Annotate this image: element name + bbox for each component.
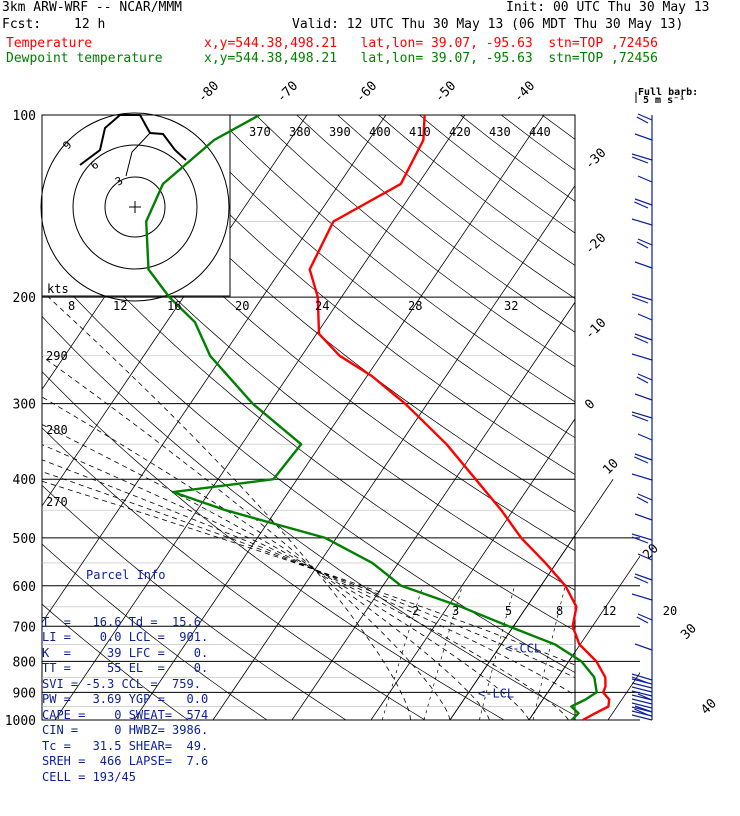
- parcel-info-row: PW = 3.69 YGP = 0.0: [42, 692, 232, 708]
- dry-adiabat: [338, 115, 740, 720]
- isotherm-label: 10: [600, 456, 622, 478]
- parcel-info-row: TT = 55 EL = 0.: [42, 661, 232, 677]
- isotherm-label: 30: [678, 621, 700, 643]
- wind-barb: [632, 412, 652, 418]
- parcel-info-row: CIN = 0 HWBZ= 3986.: [42, 723, 232, 739]
- isotherm-label: 0: [582, 397, 598, 413]
- hodograph-speed-label: 32: [504, 299, 518, 313]
- theta-label: 380: [289, 125, 311, 139]
- mixing-ratio-label: 2: [412, 604, 419, 618]
- wind-barb: [635, 262, 652, 268]
- wind-barb: [635, 644, 652, 650]
- isotherm-label: -40: [511, 79, 538, 106]
- isotherm-label: -20: [582, 231, 609, 258]
- mixing-ratio-label: 12: [602, 604, 616, 618]
- dry-adiabat: [256, 115, 740, 720]
- mixing-ratio-label: 5: [505, 604, 512, 618]
- pressure-label: 700: [13, 620, 36, 635]
- lower-isotherm-line: [687, 479, 740, 720]
- wind-barb: [635, 574, 652, 580]
- lower-isotherm-line: [450, 479, 613, 720]
- parcel-info-row: CELL = 193/45: [42, 770, 232, 786]
- theta-label: 370: [249, 125, 271, 139]
- hodograph-speed-label: 24: [315, 299, 329, 313]
- theta-label: 440: [529, 125, 551, 139]
- pressure-label: 400: [13, 473, 36, 488]
- pressure-label: 500: [13, 532, 36, 547]
- wind-barb: [638, 434, 652, 440]
- skewt-page: 3km ARW-WRF -- NCAR/MMM Init: 00 UTC Thu…: [0, 0, 740, 740]
- pressure-label: 200: [13, 291, 36, 306]
- isotherm-label: -10: [582, 316, 609, 343]
- parcel-info-row: SREH = 466 LAPSE= 7.6: [42, 754, 232, 770]
- pressure-label: 300: [13, 398, 36, 413]
- theta-label: 400: [369, 125, 391, 139]
- parcel-info-row: Tc = 31.5 SHEAR= 49.: [42, 739, 232, 755]
- pressure-label: 600: [13, 580, 36, 595]
- theta-label: 420: [449, 125, 471, 139]
- wind-barb: [635, 134, 652, 140]
- isotherm-line: [608, 115, 740, 720]
- dry-adiabat: [501, 115, 740, 720]
- barb-key-value: 5 m s⁻¹: [643, 95, 685, 106]
- wind-barb: [632, 354, 652, 360]
- theta-label: 430: [489, 125, 511, 139]
- theta-label: 280: [46, 423, 68, 437]
- hodograph-kts-label: kts: [47, 282, 69, 296]
- wind-barb: [632, 474, 652, 480]
- parcel-info-row: LI = 0.0 LCL = 901.: [42, 630, 232, 646]
- theta-label: 390: [329, 125, 351, 139]
- hodograph-speed-label: 16: [167, 299, 181, 313]
- theta-label: 270: [46, 495, 68, 509]
- pressure-label: 1000: [5, 714, 36, 729]
- parcel-info-title: Parcel Info: [86, 568, 232, 584]
- isotherm-label: -80: [195, 79, 222, 106]
- isotherm-label: -30: [582, 146, 609, 173]
- wind-barb: [632, 154, 652, 160]
- mixing-ratio-label: 3: [452, 604, 459, 618]
- theta-label: 290: [46, 349, 68, 363]
- ccl-annotation: <-CCL: [505, 642, 541, 656]
- hodograph-speed-label: 28: [408, 299, 422, 313]
- theta-label: 410: [409, 125, 431, 139]
- isotherm-line: [529, 115, 740, 720]
- parcel-info-row: CAPE = 0 SWEAT= 574: [42, 708, 232, 724]
- parcel-info-row: K = 39 LFC = 0.: [42, 646, 232, 662]
- wind-barb: [635, 454, 652, 460]
- isotherm-label: -60: [353, 79, 380, 106]
- wind-barb: [632, 294, 652, 300]
- hodograph-speed-label: 12: [113, 299, 127, 313]
- wind-barb: [638, 314, 652, 320]
- dry-adiabat: [583, 115, 740, 720]
- pressure-label: 800: [13, 655, 36, 670]
- isotherm-label: 40: [698, 696, 720, 718]
- dry-adiabat: [460, 115, 740, 720]
- wind-barb: [632, 219, 652, 225]
- pressure-label: 100: [13, 109, 36, 124]
- pressure-label: 900: [13, 686, 36, 701]
- profile-temperature: [310, 115, 610, 720]
- wind-barb: [632, 674, 652, 680]
- isotherm-label: -70: [274, 79, 301, 106]
- wind-barb: [635, 199, 652, 205]
- isotherm-line: [292, 115, 702, 720]
- wind-barb: [635, 334, 652, 340]
- isotherm-label: -50: [432, 79, 459, 106]
- mixing-ratio-label: 8: [556, 604, 563, 618]
- wind-barb: [638, 176, 652, 182]
- lower-isotherm-line: [608, 479, 740, 720]
- parcel-info-row: T = 16.6 Td = 15.6: [42, 615, 232, 631]
- mixing-ratio-label: 20: [663, 604, 677, 618]
- wind-barb: [635, 514, 652, 520]
- lower-isotherm-line: [529, 479, 692, 720]
- parcel-info-row: SVI = -5.3 CCL = 759.: [42, 677, 232, 693]
- wind-barb: [632, 534, 652, 540]
- hodograph-speed-label: 20: [235, 299, 249, 313]
- hodograph-speed-label: 8: [68, 299, 75, 313]
- wind-barb: [632, 594, 652, 600]
- dry-adiabat: [215, 115, 740, 720]
- wind-barb: [635, 394, 652, 400]
- lcl-annotation: <-LCL: [478, 687, 514, 701]
